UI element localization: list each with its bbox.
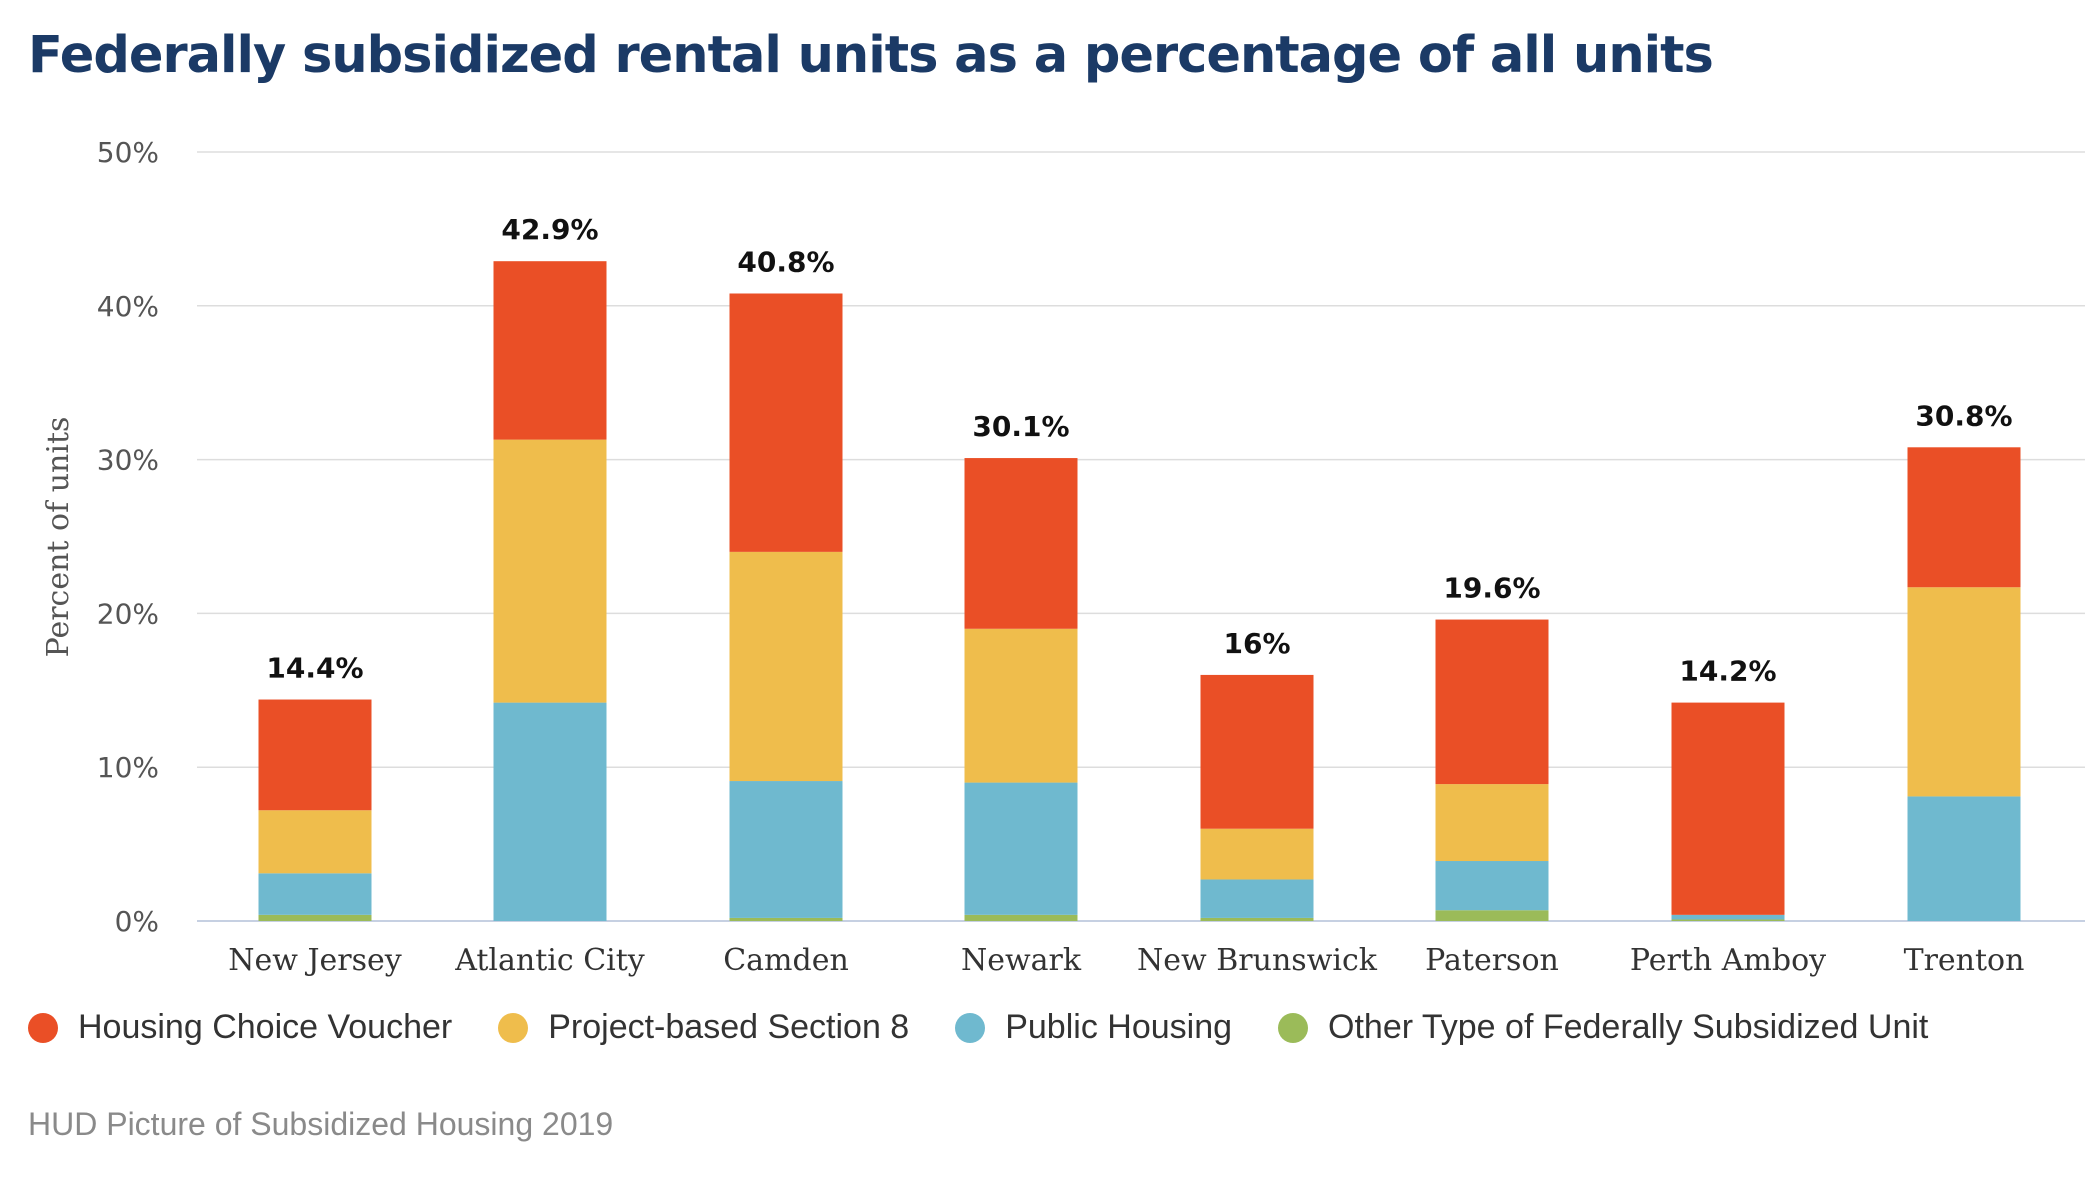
category-label: New Brunswick bbox=[1137, 943, 1378, 978]
bar-segment bbox=[1200, 828, 1314, 880]
gridlines bbox=[197, 151, 2085, 922]
bar-segment bbox=[964, 628, 1078, 783]
bar-segment bbox=[729, 781, 843, 918]
legend-item: Project-based Section 8 bbox=[498, 1008, 909, 1047]
bar-segment bbox=[1200, 879, 1314, 918]
source-note: HUD Picture of Subsidized Housing 2019 bbox=[28, 1106, 614, 1142]
y-tick-label: 20% bbox=[97, 597, 159, 630]
total-label: 40.8% bbox=[737, 245, 834, 278]
legend-label: Project-based Section 8 bbox=[548, 1008, 910, 1046]
bar-segment bbox=[1671, 919, 1785, 921]
bar-segment bbox=[964, 782, 1078, 915]
category-label: Camden bbox=[723, 943, 849, 978]
bar-segment bbox=[729, 293, 843, 552]
bar-segment bbox=[493, 702, 607, 921]
y-axis-ticks: 0% 10% 20% 30% 40% 50% bbox=[97, 136, 159, 938]
bar-segment bbox=[1671, 914, 1785, 920]
total-label: 30.1% bbox=[972, 410, 1069, 443]
total-label: 30.8% bbox=[1915, 399, 2012, 432]
total-labels: 14.4% 42.9% 40.8% 30.1% 16% 19.6% 14.2% 30.8% bbox=[266, 213, 2012, 687]
category-label: Atlantic City bbox=[454, 943, 645, 978]
bar-segment bbox=[493, 439, 607, 703]
bar-segment bbox=[1435, 861, 1549, 911]
chart-title: Federally subsidized rental units as a p… bbox=[28, 26, 1714, 85]
legend-swatch bbox=[1278, 1012, 1309, 1043]
y-tick-label: 50% bbox=[97, 136, 159, 169]
legend: Housing Choice Voucher Project-based Sect… bbox=[28, 1008, 1974, 1047]
bar-segment bbox=[1907, 447, 2021, 588]
y-tick-label: 10% bbox=[97, 751, 159, 784]
category-label: Perth Amboy bbox=[1630, 943, 1826, 978]
category-label: Newark bbox=[961, 943, 1082, 978]
x-axis-categories: New Jersey Atlantic City Camden Newark New B… bbox=[228, 943, 2024, 978]
legend-label: Housing Choice Voucher bbox=[78, 1008, 453, 1046]
legend-item: Public Housing bbox=[955, 1008, 1232, 1047]
category-label: New Jersey bbox=[228, 943, 401, 978]
bars bbox=[258, 261, 2021, 921]
bar-segment bbox=[258, 699, 372, 811]
total-label: 16% bbox=[1223, 627, 1290, 660]
bar-segment bbox=[964, 914, 1078, 921]
legend-swatch bbox=[955, 1012, 986, 1043]
legend-label: Other Type of Federally Subsidized Unit bbox=[1328, 1008, 1929, 1046]
bar-segment bbox=[258, 810, 372, 874]
bar-segment bbox=[1907, 796, 2021, 921]
bar-segment bbox=[729, 917, 843, 921]
category-label: Paterson bbox=[1425, 943, 1559, 978]
legend-swatch bbox=[498, 1012, 529, 1043]
bar-segment bbox=[1200, 917, 1314, 921]
legend-swatch bbox=[28, 1012, 58, 1043]
bar-segment bbox=[1435, 910, 1549, 921]
stacked-bar-chart: 0% 10% 20% 30% 40% 50% 14.4% 42.9% 40.8% 30.1% 16… bbox=[41, 136, 2085, 978]
bar-segment bbox=[1200, 674, 1314, 829]
y-tick-label: 40% bbox=[97, 290, 159, 323]
legend-item: Housing Choice Voucher bbox=[28, 1008, 452, 1047]
legend-item: Other Type of Federally Subsidized Unit bbox=[1278, 1008, 1928, 1047]
bar-segment bbox=[1435, 784, 1549, 862]
legend-label: Public Housing bbox=[1005, 1008, 1233, 1046]
bar-segment bbox=[1907, 587, 2021, 797]
bar-segment bbox=[729, 551, 843, 782]
bar-segment bbox=[964, 458, 1078, 629]
total-label: 19.6% bbox=[1443, 572, 1540, 605]
total-label: 14.2% bbox=[1679, 655, 1776, 688]
bar-segment bbox=[258, 873, 372, 915]
bar-segment bbox=[258, 914, 372, 921]
bar-segment bbox=[493, 261, 607, 440]
y-tick-label: 0% bbox=[115, 905, 159, 938]
bar-segment bbox=[1435, 619, 1549, 785]
total-label: 42.9% bbox=[501, 213, 598, 246]
y-axis-label: Percent of units bbox=[41, 417, 76, 658]
category-label: Trenton bbox=[1904, 943, 2025, 978]
total-label: 14.4% bbox=[266, 652, 363, 685]
bar-segment bbox=[1671, 702, 1785, 915]
y-tick-label: 30% bbox=[97, 444, 159, 477]
